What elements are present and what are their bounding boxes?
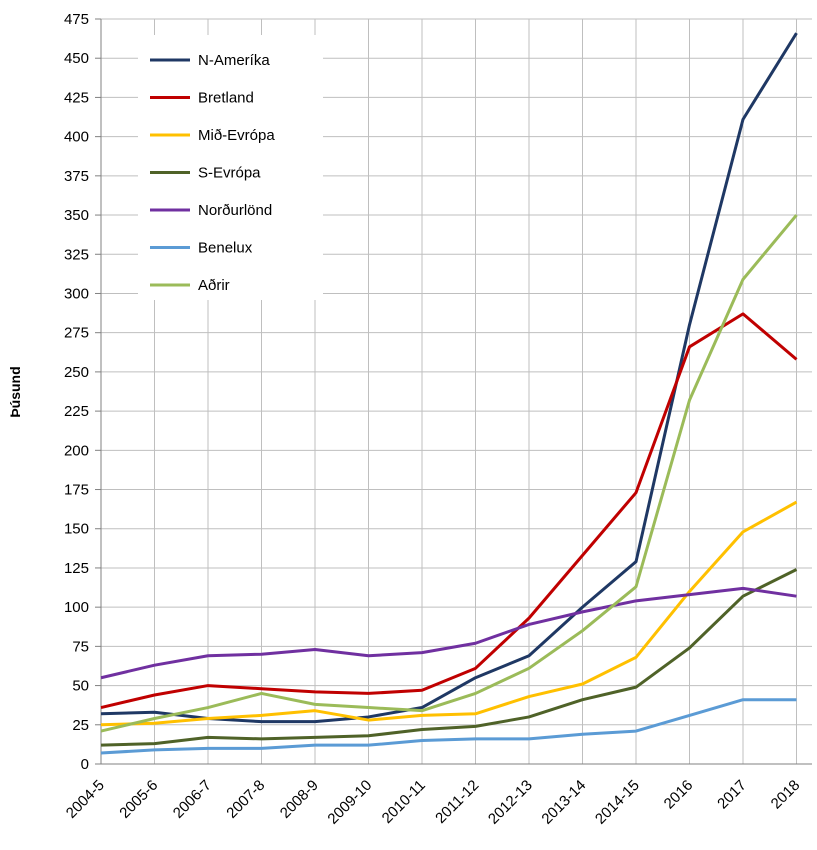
x-tick-label: 2009-10 <box>324 777 375 828</box>
x-tick-label: 2008-9 <box>277 777 322 822</box>
x-tick-label: 2007-8 <box>223 777 268 822</box>
y-tick-label: 250 <box>64 364 89 381</box>
x-tick-label: 2016 <box>661 777 697 813</box>
y-tick-label: 75 <box>72 638 89 655</box>
legend-label: Norðurlönd <box>198 202 272 219</box>
y-tick-label: 400 <box>64 129 89 146</box>
y-tick-label: 125 <box>64 560 89 577</box>
series-line <box>100 698 797 755</box>
series-line <box>100 568 798 747</box>
y-tick-label: 0 <box>81 756 89 773</box>
series-line <box>100 586 797 680</box>
x-tick-label: 2011-12 <box>432 777 482 827</box>
y-tick-label: 325 <box>64 246 89 263</box>
y-tick-label: 150 <box>64 521 89 538</box>
y-tick-label: 300 <box>64 285 89 302</box>
legend-label: Bretland <box>198 90 254 107</box>
y-tick-label: 100 <box>64 599 89 616</box>
legend-label: S-Evrópa <box>198 165 261 182</box>
legend-label: N-Ameríka <box>198 52 270 69</box>
x-tick-label: 2012-13 <box>485 777 536 828</box>
x-tick-label: 2006-7 <box>170 777 215 822</box>
series-line <box>100 312 798 709</box>
legend-label: Benelux <box>198 240 253 257</box>
x-tick-label: 2010-11 <box>379 777 429 827</box>
y-tick-label: 350 <box>64 207 89 224</box>
y-axis-label: Þúsund <box>7 366 23 417</box>
y-tick-label: 450 <box>64 50 89 67</box>
y-tick-label: 200 <box>64 442 89 459</box>
y-tick-label: 375 <box>64 168 89 185</box>
series-line <box>100 500 798 727</box>
x-tick-label: 2017 <box>714 777 750 813</box>
y-tick-label: 275 <box>64 325 89 342</box>
legend-label: Aðrir <box>198 277 230 294</box>
x-tick-label: 2005-6 <box>116 777 161 822</box>
y-tick-label: 25 <box>72 717 89 734</box>
legend-box <box>138 35 323 300</box>
x-tick-label: 2014-15 <box>592 777 643 828</box>
y-tick-label: 425 <box>64 89 89 106</box>
y-tick-label: 475 <box>64 11 89 28</box>
y-tick-label: 175 <box>64 482 89 499</box>
x-tick-label: 2004-5 <box>63 777 108 822</box>
x-tick-label: 2018 <box>768 777 804 813</box>
y-tick-label: 225 <box>64 403 89 420</box>
series-line <box>100 214 798 733</box>
y-tick-label: 50 <box>72 678 89 695</box>
legend-label: Mið-Evrópa <box>198 127 275 144</box>
x-tick-label: 2013-14 <box>538 777 589 828</box>
